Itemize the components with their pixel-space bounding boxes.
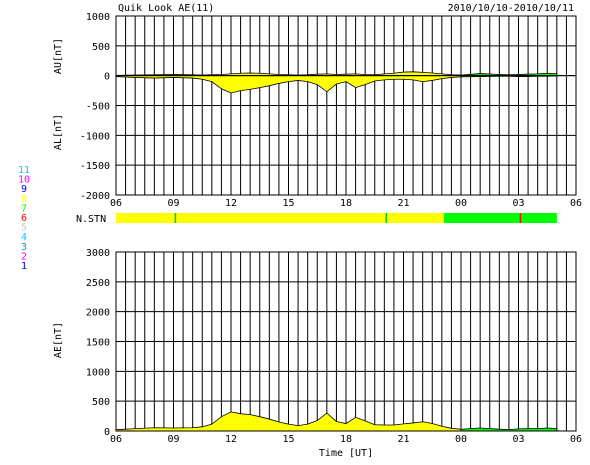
station-segment bbox=[443, 213, 557, 223]
ae-area-0 bbox=[115, 411, 462, 432]
xtick-label: 06 bbox=[570, 434, 582, 445]
xtick-label: 18 bbox=[340, 198, 352, 209]
chart-title: Quik Look AE(11) bbox=[118, 3, 214, 14]
station-legend-item: 2 bbox=[21, 251, 27, 262]
ytick-label: 500 bbox=[92, 42, 110, 53]
ytick-label: 2000 bbox=[86, 308, 110, 319]
xtick-label: 15 bbox=[282, 434, 294, 445]
xtick-label: 21 bbox=[397, 198, 409, 209]
station-legend-item: 11 bbox=[18, 165, 30, 176]
xtick-label: 03 bbox=[512, 198, 524, 209]
ylabel-al: AL[nT] bbox=[53, 114, 64, 150]
station-legend-item: 5 bbox=[21, 223, 27, 234]
ylabel-ae: AE[nT] bbox=[53, 322, 64, 358]
station-legend-item: 10 bbox=[18, 175, 30, 186]
station-bar-label: N.STN bbox=[76, 214, 106, 225]
ytick-label: 0 bbox=[104, 72, 110, 83]
ytick-label: -2000 bbox=[80, 191, 110, 202]
xtick-label: 06 bbox=[110, 434, 122, 445]
xtick-label: 09 bbox=[167, 198, 179, 209]
ytick-label: 500 bbox=[92, 397, 110, 408]
station-segment bbox=[116, 213, 444, 223]
station-legend-item: 8 bbox=[21, 194, 27, 205]
xtick-label: 06 bbox=[110, 198, 122, 209]
xtick-label: 15 bbox=[282, 198, 294, 209]
ae-panel: 0 500 1000 1500 2000 2500 3000 06 09 12 15 18 21 00 03… bbox=[86, 248, 582, 445]
ae-area-1 bbox=[460, 427, 558, 432]
xtick-label: 00 bbox=[455, 198, 467, 209]
xtick-label: 12 bbox=[225, 434, 237, 445]
xtick-label: 09 bbox=[167, 434, 179, 445]
xtick-label: 18 bbox=[340, 434, 352, 445]
ytick-label: -1500 bbox=[80, 161, 110, 172]
xtick-label: 06 bbox=[570, 198, 582, 209]
station-legend-item: 9 bbox=[21, 184, 27, 195]
station-legend-item: 1 bbox=[21, 261, 27, 272]
station-bar bbox=[116, 213, 557, 223]
ylabel-au: AU[nT] bbox=[53, 38, 64, 74]
plot-frame bbox=[115, 15, 577, 196]
xtick-label: 00 bbox=[455, 434, 467, 445]
ytick-label: 0 bbox=[104, 427, 110, 438]
ytick-label: -500 bbox=[86, 102, 110, 113]
station-legend-item: 6 bbox=[21, 213, 27, 224]
xtick-label: 21 bbox=[397, 434, 409, 445]
station-legend-item: 3 bbox=[21, 242, 27, 253]
ytick-label: -1000 bbox=[80, 131, 110, 142]
station-legend-item: 4 bbox=[21, 232, 27, 243]
date-range: 2010/10/10-2010/10/11 bbox=[448, 3, 574, 14]
xlabel-time: Time [UT] bbox=[319, 448, 373, 459]
station-legend-item: 7 bbox=[21, 203, 27, 214]
ytick-label: 3000 bbox=[86, 248, 110, 259]
au-area-1 bbox=[460, 72, 558, 77]
ytick-label: 1000 bbox=[86, 12, 110, 23]
xtick-label: 12 bbox=[225, 198, 237, 209]
al-area-0 bbox=[115, 75, 462, 94]
ytick-label: 1500 bbox=[86, 338, 110, 349]
xtick-label: 03 bbox=[512, 434, 524, 445]
ytick-label: 1000 bbox=[86, 367, 110, 378]
ytick-label: 2500 bbox=[86, 278, 110, 289]
